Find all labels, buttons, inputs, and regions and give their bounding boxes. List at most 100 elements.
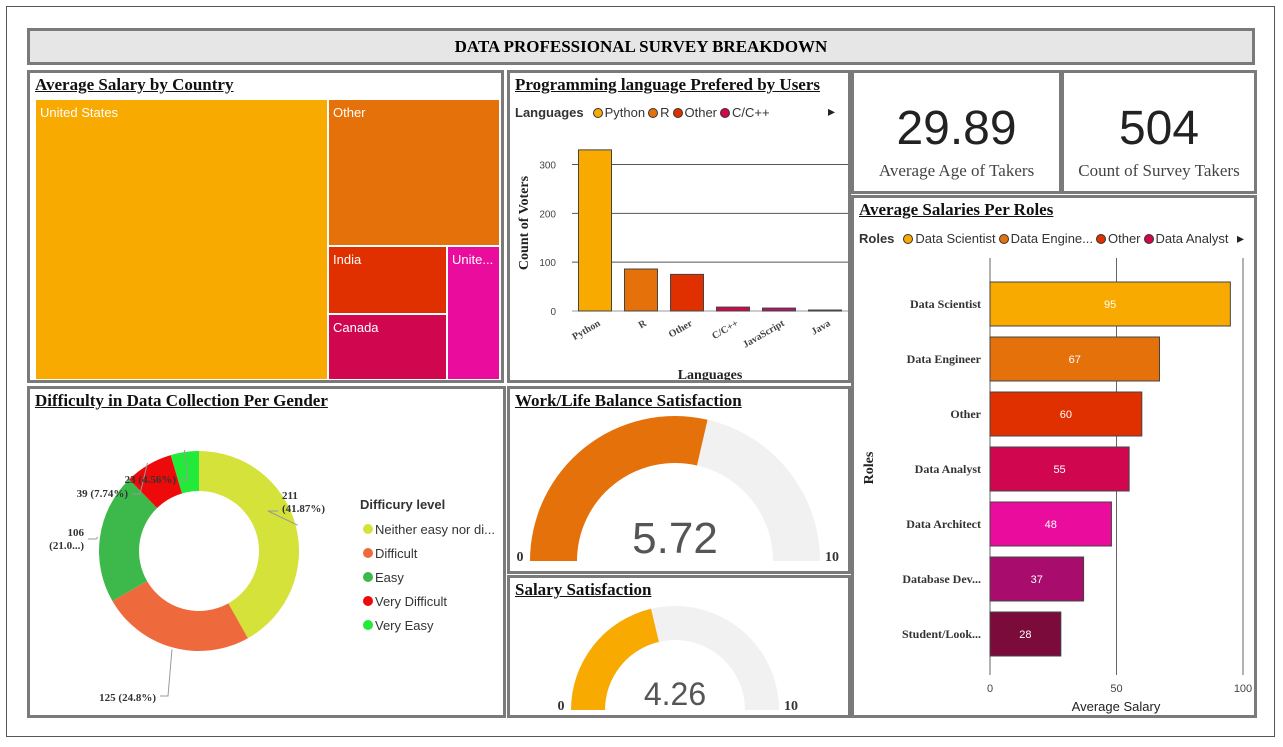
bar[interactable] — [578, 149, 612, 312]
bar[interactable] — [762, 307, 796, 312]
bar[interactable] — [989, 501, 1112, 547]
legend-label-r[interactable]: R — [660, 105, 670, 120]
y-tick-label: Data Analyst — [915, 462, 981, 476]
languages-legend: Languages Python R Other C/C++ — [515, 105, 770, 120]
x-tick-label: Python — [571, 318, 603, 343]
difficulty-legend-item[interactable]: Difficult — [360, 541, 495, 565]
bar[interactable] — [989, 556, 1085, 602]
legend-label-other[interactable]: Other — [684, 105, 718, 120]
bar[interactable] — [989, 281, 1231, 327]
data-label: 39 (7.74%) — [77, 488, 129, 500]
legend-dot-very-difficult — [363, 596, 373, 606]
treemap-tile-united-kingdom[interactable]: Unite... — [447, 246, 500, 380]
y-tick-label: Data Architect — [906, 517, 981, 531]
difficulty-legend-item[interactable]: Easy — [360, 565, 495, 589]
legend-dot-data-analyst — [1143, 233, 1154, 244]
x-axis-title: Average Salary — [1072, 699, 1161, 714]
leader-line — [267, 510, 298, 526]
difficulty-legend-item[interactable]: Very Easy — [360, 613, 495, 637]
legend-label-data-engineer[interactable]: Data Engine... — [1010, 231, 1093, 246]
legend-dot-very-easy — [363, 620, 373, 630]
bar[interactable] — [808, 309, 842, 312]
leader-line — [160, 649, 173, 697]
data-label: 60 — [1060, 409, 1072, 421]
legend-label-easy: Easy — [375, 569, 404, 585]
difficulty-panel: Difficulty in Data Collection Per Gender… — [27, 386, 506, 718]
legend-label-neither: Neither easy nor di... — [375, 521, 495, 537]
donut-slice[interactable] — [99, 479, 158, 601]
bar[interactable] — [716, 306, 750, 312]
difficulty-legend-title: Difficury level — [360, 497, 446, 512]
donut-slice[interactable] — [112, 581, 248, 651]
data-label: 28 — [1019, 629, 1031, 641]
y-tick-label: Data Engineer — [907, 352, 982, 366]
legend-label-cpp[interactable]: C/C++ — [732, 105, 770, 120]
languages-title: Programming language Prefered by Users — [515, 75, 821, 94]
roles-title: Average Salaries Per Roles — [859, 200, 1054, 219]
salary-by-country-title: Average Salary by Country — [35, 75, 234, 94]
languages-legend-title: Languages — [515, 105, 584, 120]
y-axis-title: Roles — [862, 451, 877, 484]
x-tick-label: R — [637, 318, 649, 332]
bar[interactable] — [989, 336, 1161, 382]
bar[interactable] — [624, 268, 658, 312]
y-tick-label: 100 — [539, 258, 556, 269]
salary-satisfaction-panel: Salary Satisfaction 4.26 0 10 — [507, 575, 851, 718]
languages-legend-next-icon[interactable]: ▸ — [828, 103, 836, 119]
treemap-tile-canada[interactable]: Canada — [328, 314, 447, 380]
legend-label-data-analyst[interactable]: Data Analyst — [1155, 231, 1229, 246]
data-label: 48 — [1045, 519, 1057, 531]
gauge-value: 5.72 — [632, 514, 718, 563]
bar[interactable] — [989, 446, 1130, 492]
data-label: (21.0...) — [49, 540, 84, 552]
donut-slice[interactable] — [129, 455, 183, 509]
country-treemap: United States Other India Unite... Canad… — [35, 99, 500, 380]
legend-dot-cpp — [720, 107, 731, 118]
y-tick-label: Data Scientist — [910, 297, 981, 311]
treemap-tile-united-states[interactable]: United States — [35, 99, 328, 380]
legend-dot-neither — [363, 524, 373, 534]
bar[interactable] — [989, 611, 1062, 657]
languages-panel: Programming language Prefered by Users L… — [507, 70, 851, 383]
y-tick-label: 200 — [539, 209, 556, 220]
gauge-value: 4.26 — [644, 676, 706, 712]
x-tick-label: 100 — [1234, 683, 1252, 695]
data-label: 55 — [1053, 464, 1065, 476]
difficulty-legend-item[interactable]: Very Difficult — [360, 589, 495, 613]
data-label: (41.87%) — [282, 503, 325, 515]
gauge-min: 0 — [558, 699, 565, 714]
y-tick-label: 300 — [539, 161, 556, 172]
bar[interactable] — [989, 391, 1143, 437]
leader-line — [180, 449, 189, 481]
leader-line — [132, 462, 148, 495]
donut-slice[interactable] — [170, 451, 199, 494]
dashboard-title: DATA PROFESSIONAL SURVEY BREAKDOWN — [27, 28, 1255, 65]
kpi-survey-count-card: 504 Count of Survey Takers — [1061, 70, 1257, 194]
treemap-tile-india[interactable]: India — [328, 246, 447, 314]
kpi-survey-count-value: 504 — [1118, 102, 1200, 155]
x-tick-label: 0 — [987, 683, 993, 695]
treemap-tile-other[interactable]: Other — [328, 99, 500, 246]
roles-legend-next-icon[interactable]: ▸ — [1237, 230, 1245, 246]
difficulty-legend: Difficury level Neither easy nor di... D… — [360, 497, 495, 637]
x-tick-label: JavaScript — [741, 318, 787, 351]
difficulty-legend-item[interactable]: Neither easy nor di... — [360, 517, 495, 541]
roles-bar-chart: 0 50 100 95 Data Scientist 67 Data Engineer 60 O… — [862, 258, 1252, 714]
bar[interactable] — [670, 273, 704, 312]
y-tick-label: Database Dev... — [902, 572, 981, 586]
legend-label-very-easy: Very Easy — [375, 617, 434, 633]
legend-label-data-scientist[interactable]: Data Scientist — [915, 231, 996, 246]
x-tick-label: Other — [667, 318, 695, 341]
legend-dot-difficult — [363, 548, 373, 558]
gauge-fill — [571, 608, 659, 710]
donut-slice[interactable] — [199, 451, 299, 639]
gauge-fill — [530, 416, 708, 561]
roles-legend: Roles Data Scientist Data Engine... Othe… — [859, 231, 1229, 246]
legend-label-python[interactable]: Python — [604, 105, 646, 120]
dashboard-frame — [6, 6, 1275, 737]
worklife-title: Work/Life Balance Satisfaction — [515, 391, 742, 410]
salary-satisfaction-gauge: 4.26 0 10 — [558, 606, 798, 714]
legend-label-role-other[interactable]: Other — [1108, 231, 1141, 246]
roles-legend-title: Roles — [859, 231, 895, 246]
data-label: 106 — [68, 527, 85, 539]
